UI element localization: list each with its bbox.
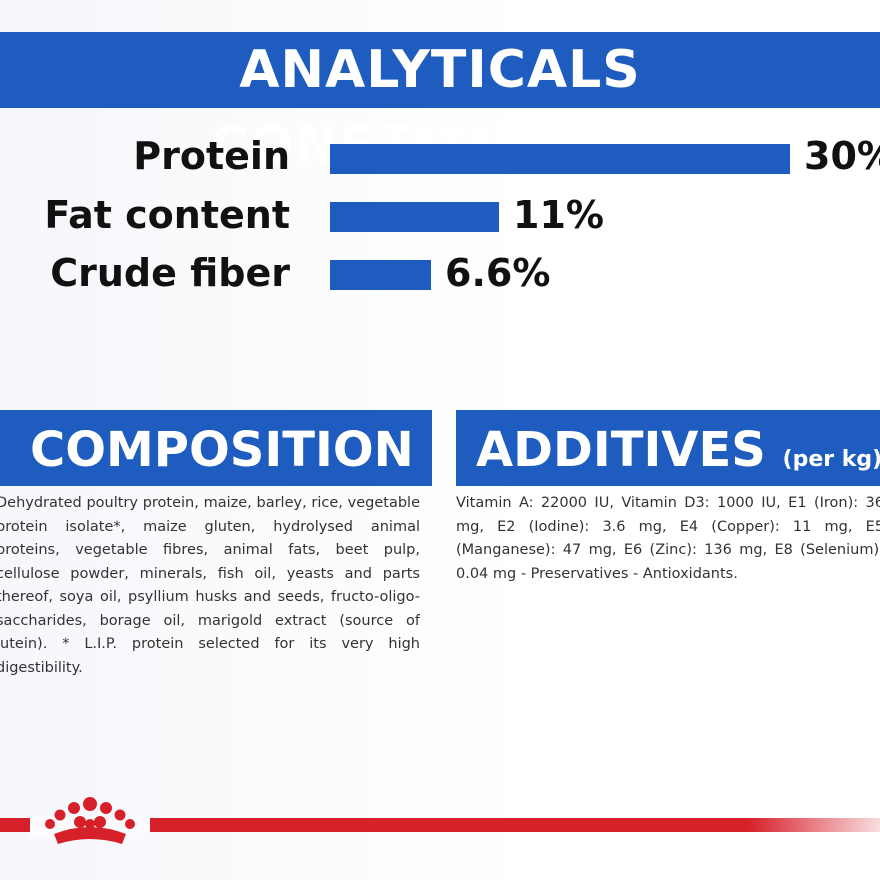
nutrient-value-fat: 11% (513, 193, 604, 237)
composition-header: COMPOSITION (0, 410, 432, 486)
additives-title-wrap: ADDITIVES (per kg) (476, 410, 880, 486)
footer-red-line (0, 818, 880, 832)
nutrient-bar-fat (330, 202, 499, 232)
nutrient-label-protein: Protein (133, 134, 290, 178)
additives-text: Vitamin A: 22000 IU, Vitamin D3: 1000 IU… (456, 495, 880, 582)
nutrient-bar-protein (330, 144, 790, 174)
additives-header: ADDITIVES (per kg) (456, 410, 880, 486)
nutrient-value-protein: 30% (804, 134, 880, 178)
nutrient-value-fiber: 6.6% (445, 251, 551, 295)
nutrient-label-fiber: Crude fiber (50, 251, 290, 295)
nutrient-bar-fiber (330, 260, 431, 290)
royal-canin-crown-icon (30, 790, 150, 860)
analytical-constituents-title: ANALYTICALS CONSTITUENTS (210, 40, 669, 176)
nutrient-label-fat: Fat content (44, 193, 290, 237)
analytical-constituents-header: ANALYTICALS CONSTITUENTS (0, 32, 880, 176)
additives-subtitle: (per kg) (782, 447, 880, 472)
composition-text: Dehydrated poultry protein, maize, barle… (0, 495, 420, 676)
composition-title: COMPOSITION (30, 422, 414, 478)
additives-title: ADDITIVES (476, 422, 766, 478)
